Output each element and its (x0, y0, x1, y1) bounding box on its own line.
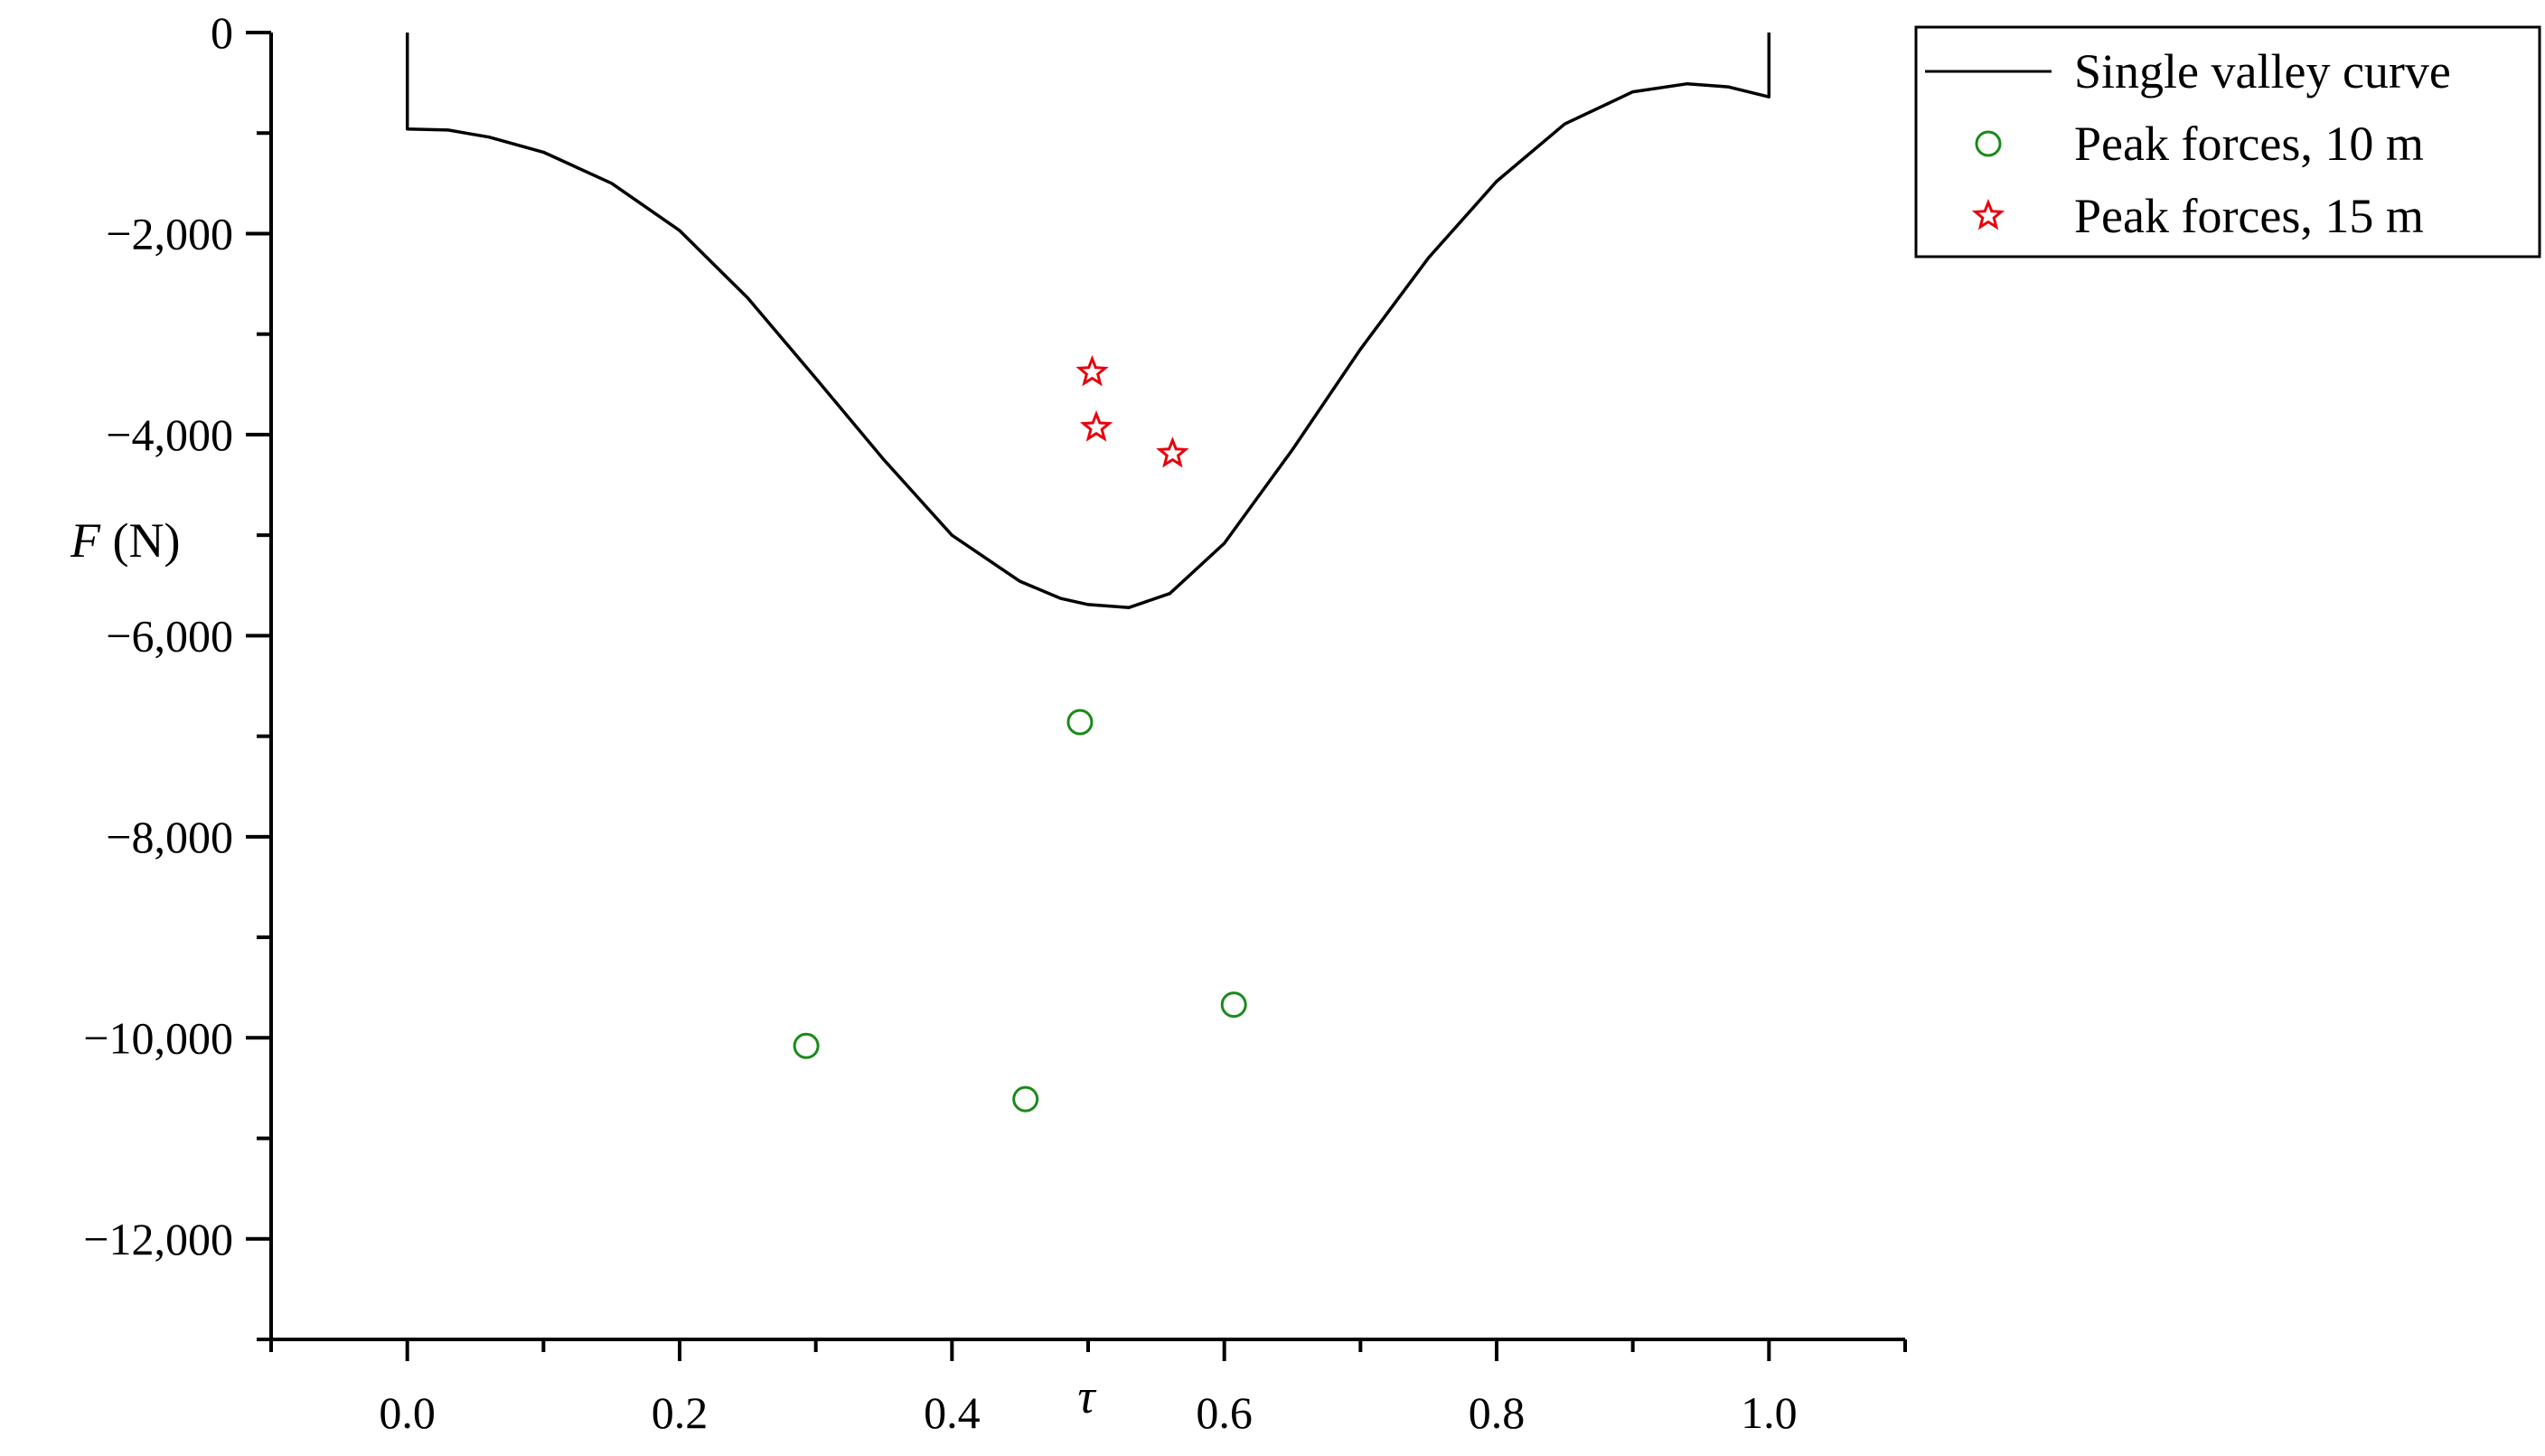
series-line-single-valley (405, 33, 1771, 609)
x-axis-title: τ (1077, 1369, 1096, 1423)
y-tick-label: −12,000 (83, 1214, 233, 1264)
y-tick-label: −4,000 (106, 409, 233, 460)
y-axis-unit: (N) (100, 513, 180, 568)
x-tick-label: 0.6 (1196, 1387, 1253, 1438)
y-tick-label: −8,000 (106, 812, 233, 862)
x-tick-label: 0.2 (652, 1387, 709, 1438)
data-point-peak-15m (1156, 436, 1189, 468)
axes (269, 33, 1905, 1341)
y-axis-variable: F (70, 513, 101, 568)
legend: Single valley curve Peak forces, 10 m Pe… (1914, 25, 2541, 258)
legend-box (1914, 25, 2541, 258)
x-tick-label: 0.4 (924, 1387, 981, 1438)
x-axis-ticks: 0.0 0.2 0.4 0.6 0.8 1.0 (269, 1339, 1907, 1438)
legend-swatch-circle (1975, 130, 2002, 157)
data-point-peak-10m (1012, 1085, 1039, 1113)
y-axis-ticks: 0 −2,000 −4,000 −6,000 −8,000 −10,000 −12,000 (83, 7, 271, 1341)
data-point-peak-10m (793, 1032, 820, 1059)
y-tick-label: −10,000 (83, 1012, 233, 1063)
x-tick-label: 0.0 (379, 1387, 436, 1438)
y-tick-label: −2,000 (106, 208, 233, 258)
data-point-peak-15m (1075, 354, 1109, 387)
plot-series (405, 33, 1771, 1113)
y-tick-label: −6,000 (106, 610, 233, 661)
y-tick-label: 0 (211, 7, 233, 58)
data-point-peak-10m (1066, 709, 1094, 736)
data-point-peak-15m (1079, 409, 1113, 442)
y-axis-title: F (N) (70, 513, 180, 568)
legend-label-peak-10m: Peak forces, 10 m (2074, 117, 2424, 171)
legend-swatch-star (1971, 198, 2005, 230)
data-point-peak-10m (1220, 991, 1247, 1019)
legend-label-single-valley: Single valley curve (2074, 44, 2451, 99)
legend-label-peak-15m: Peak forces, 15 m (2074, 189, 2424, 243)
x-tick-label: 0.8 (1469, 1387, 1526, 1438)
x-tick-label: 1.0 (1741, 1387, 1798, 1438)
